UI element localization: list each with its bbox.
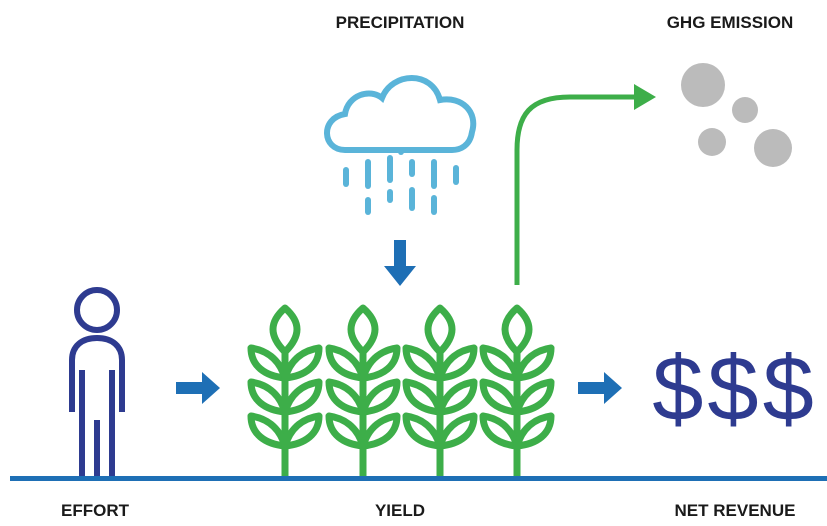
arrow-right (176, 372, 220, 404)
diagram: PRECIPITATION GHG EMISSION $$$ EFFORT YI… (0, 0, 827, 526)
cloud-icon (327, 78, 473, 212)
arrow-right (578, 372, 622, 404)
ghg-label: GHG EMISSION (667, 13, 794, 32)
ghg-particles (681, 63, 792, 167)
yield-label: YIELD (375, 501, 425, 520)
wheat-icon (406, 308, 474, 476)
emission-arrow (517, 97, 636, 285)
effort-label: EFFORT (61, 501, 130, 520)
wheat-icon (251, 308, 319, 476)
precipitation-label: PRECIPITATION (336, 13, 465, 32)
net-revenue-label: NET REVENUE (675, 501, 796, 520)
arrow-down (384, 240, 416, 286)
arrowhead (634, 84, 656, 110)
wheat-icon (483, 308, 551, 476)
revenue-symbol: $$$ (652, 338, 818, 440)
person-icon (72, 290, 122, 476)
ground-line (10, 476, 827, 481)
wheat-icon (329, 308, 397, 476)
